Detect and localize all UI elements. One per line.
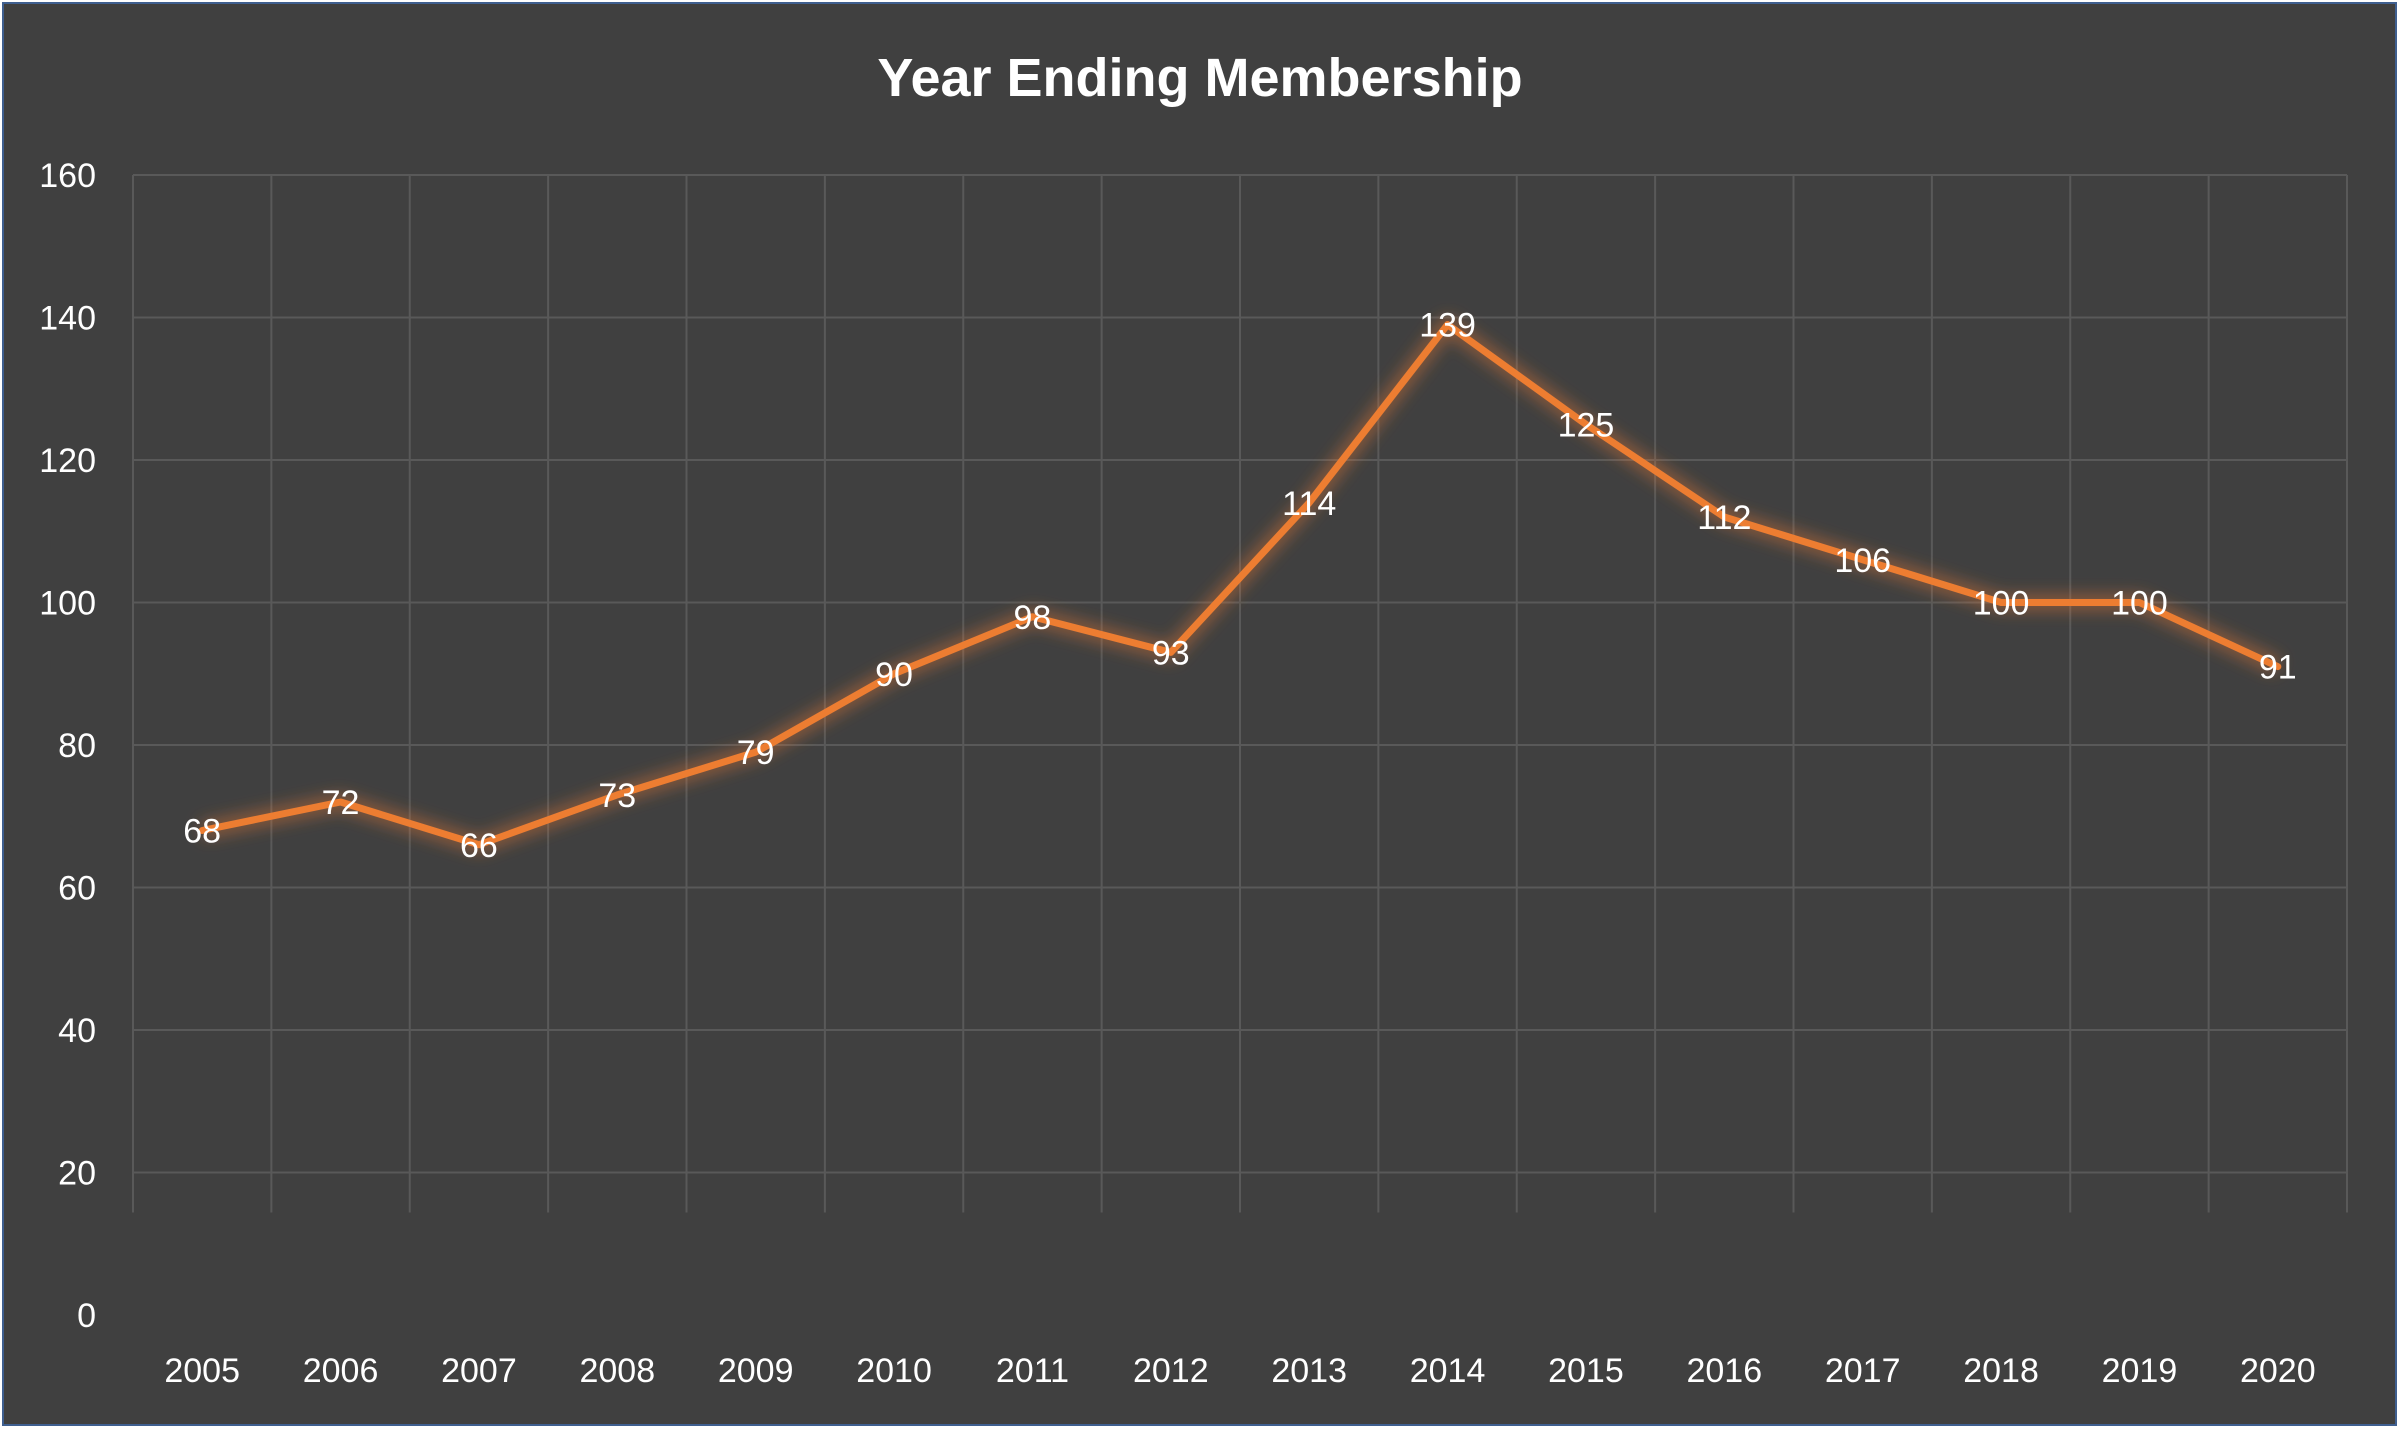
x-tick-label: 2009 xyxy=(718,1352,794,1390)
x-tick-label: 2015 xyxy=(1548,1352,1624,1390)
y-tick-label: 120 xyxy=(39,442,96,480)
x-tick-label: 2008 xyxy=(579,1352,655,1390)
x-tick-label: 2014 xyxy=(1410,1352,1486,1390)
data-label: 73 xyxy=(598,777,636,815)
y-tick-label: 0 xyxy=(77,1297,96,1335)
data-label: 112 xyxy=(1697,499,1751,537)
data-label: 91 xyxy=(2259,649,2297,687)
y-tick-label: 100 xyxy=(39,585,96,623)
data-label: 66 xyxy=(460,827,498,865)
y-tick-label: 40 xyxy=(58,1012,96,1050)
data-label: 79 xyxy=(737,734,775,772)
y-tick-label: 60 xyxy=(58,870,96,908)
series-line xyxy=(198,316,2282,853)
x-tick-label: 2017 xyxy=(1825,1352,1901,1390)
x-tick-label: 2007 xyxy=(441,1352,517,1390)
data-label: 106 xyxy=(1834,542,1891,580)
y-tick-label: 80 xyxy=(58,727,96,765)
data-label: 93 xyxy=(1152,634,1190,672)
data-label: 114 xyxy=(1282,485,1336,523)
data-labels: 68 72 66 73 79 90 98 93 114 139 125 112 106 100 100 91 xyxy=(183,307,2296,865)
x-tick-label: 2018 xyxy=(1963,1352,2039,1390)
x-tick-label: 2005 xyxy=(164,1352,240,1390)
y-tick-label: 140 xyxy=(39,300,96,338)
x-tick-label: 2012 xyxy=(1133,1352,1209,1390)
data-label: 90 xyxy=(875,656,913,694)
data-label: 68 xyxy=(183,813,221,851)
y-axis: 0 20 40 60 80 100 120 140 160 xyxy=(39,157,96,1335)
data-label: 100 xyxy=(1973,585,2030,623)
gridlines xyxy=(132,174,2348,1213)
data-label: 100 xyxy=(2111,585,2168,623)
x-tick-label: 2016 xyxy=(1686,1352,1762,1390)
x-tick-label: 2006 xyxy=(303,1352,379,1390)
data-label: 72 xyxy=(322,784,360,822)
y-tick-label: 20 xyxy=(58,1155,96,1193)
x-tick-label: 2019 xyxy=(2102,1352,2178,1390)
x-axis: 2005 2006 2007 2008 2009 2010 2011 2012 2013 2014… xyxy=(164,1352,2315,1390)
series-line-path xyxy=(198,321,2282,849)
data-label: 98 xyxy=(1014,599,1052,637)
x-tick-label: 2013 xyxy=(1271,1352,1347,1390)
data-label: 139 xyxy=(1419,307,1476,345)
y-tick-label: 160 xyxy=(39,157,96,195)
x-tick-label: 2011 xyxy=(996,1352,1069,1390)
chart-title: Year Ending Membership xyxy=(877,48,1522,108)
data-label: 125 xyxy=(1558,406,1615,444)
x-tick-label: 2020 xyxy=(2240,1352,2316,1390)
x-tick-label: 2010 xyxy=(856,1352,932,1390)
